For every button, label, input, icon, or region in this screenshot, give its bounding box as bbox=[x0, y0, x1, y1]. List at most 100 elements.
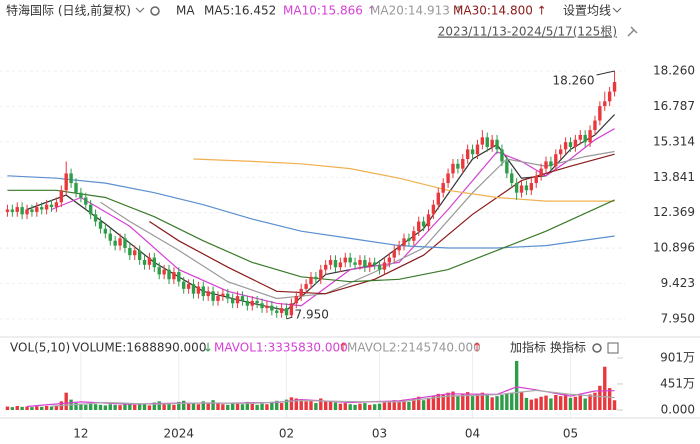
volume-bar bbox=[206, 403, 210, 410]
candle-body bbox=[270, 305, 274, 311]
candle-body bbox=[529, 183, 534, 191]
candle-body bbox=[265, 305, 269, 309]
candle-body bbox=[607, 91, 612, 102]
candle-body bbox=[456, 163, 460, 169]
candle-body bbox=[465, 149, 470, 159]
volume-bar bbox=[495, 396, 499, 410]
candle-body bbox=[426, 214, 431, 227]
volume-bar bbox=[353, 404, 357, 410]
volume-bar bbox=[392, 400, 396, 410]
candle-body bbox=[147, 257, 152, 265]
candle-body bbox=[412, 231, 416, 241]
volume-bar bbox=[549, 398, 553, 410]
pin-icon[interactable] bbox=[627, 26, 638, 37]
volume-bar bbox=[490, 397, 494, 410]
volume-bar bbox=[524, 397, 529, 410]
volume-bar bbox=[162, 404, 166, 410]
candle-body bbox=[441, 183, 445, 193]
volume-bar bbox=[30, 407, 34, 410]
candle-body bbox=[235, 296, 240, 304]
volume-bar bbox=[593, 392, 597, 410]
volume-bar bbox=[333, 402, 338, 410]
expand-icon[interactable] bbox=[607, 342, 619, 354]
dropdown-icon[interactable] bbox=[612, 7, 622, 13]
volume-value: VOLUME:1688890.000 bbox=[72, 341, 206, 355]
volume-bar bbox=[407, 401, 411, 410]
ma-settings[interactable]: 设置均线 bbox=[563, 4, 611, 18]
volume-bar bbox=[270, 402, 274, 410]
ma-label: MA10:15.866 ↑ bbox=[283, 4, 377, 18]
volume-bar bbox=[402, 399, 406, 410]
candle-body bbox=[470, 149, 475, 155]
volume-bar bbox=[294, 398, 299, 410]
volume-bar bbox=[431, 396, 436, 410]
volume-bar bbox=[40, 406, 44, 410]
volume-bar bbox=[612, 400, 617, 410]
candle-body bbox=[69, 173, 73, 184]
candle-body bbox=[304, 284, 308, 289]
candle-body bbox=[353, 262, 357, 265]
candle-body bbox=[319, 269, 323, 280]
candle-body bbox=[44, 204, 49, 210]
y-tick-label: 16.787 bbox=[653, 99, 695, 113]
volume-bar bbox=[255, 404, 259, 410]
candle-body bbox=[49, 204, 54, 208]
candle-body bbox=[64, 173, 68, 191]
volume-bar bbox=[103, 405, 108, 410]
volume-bar bbox=[186, 403, 191, 410]
candle-body bbox=[137, 250, 142, 261]
volume-arrow: ↓ bbox=[203, 341, 213, 355]
stock-title[interactable]: 特海国际 (日线,前复权) bbox=[6, 3, 131, 18]
candle-body bbox=[201, 286, 205, 297]
candle-body bbox=[108, 233, 112, 241]
ma-line bbox=[7, 175, 615, 249]
candle-body bbox=[382, 262, 387, 270]
volume-bar bbox=[598, 385, 602, 410]
settings-icon[interactable] bbox=[592, 343, 602, 353]
mavol2-arrow: ↑ bbox=[472, 341, 482, 355]
candle-body bbox=[451, 163, 455, 174]
candle-body bbox=[289, 303, 294, 316]
volume-bar bbox=[10, 407, 15, 410]
volume-bar bbox=[15, 405, 19, 410]
volume-bar bbox=[417, 396, 421, 410]
candle-body bbox=[25, 209, 29, 215]
volume-bar bbox=[118, 405, 122, 410]
ma-label: MA30:14.800 ↑ bbox=[453, 4, 547, 18]
dropdown-icon[interactable] bbox=[135, 7, 145, 13]
candle-body bbox=[421, 221, 426, 227]
volume-bar bbox=[397, 400, 401, 410]
y-tick-label: 901万 bbox=[660, 351, 695, 365]
candle-body bbox=[372, 262, 377, 265]
volume-bar bbox=[250, 403, 254, 410]
volume-bar bbox=[358, 403, 362, 410]
volume-bar bbox=[588, 394, 592, 410]
y-tick-label: 0.000 bbox=[661, 403, 695, 417]
volume-bar bbox=[221, 404, 225, 410]
mavol1-arrow: ↑ bbox=[338, 341, 348, 355]
candle-body bbox=[338, 262, 343, 268]
candle-body bbox=[103, 228, 108, 234]
ma-button[interactable]: MA bbox=[176, 4, 195, 18]
volume-bar bbox=[505, 393, 509, 410]
date-range: 2023/11/13-2024/5/17(125根) bbox=[438, 25, 617, 39]
volume-bar bbox=[470, 396, 475, 410]
volume-bar bbox=[177, 401, 181, 410]
volume-bar bbox=[35, 406, 39, 410]
candle-body bbox=[255, 300, 259, 304]
volume-bar bbox=[519, 391, 524, 410]
y-tick-label: 7.950 bbox=[661, 311, 695, 325]
annotation-label: 18.260 bbox=[553, 73, 595, 87]
volume-bar bbox=[343, 403, 347, 410]
candle-body bbox=[221, 293, 225, 297]
candle-body bbox=[563, 142, 568, 150]
change-indicator[interactable]: 换指标 bbox=[550, 340, 586, 355]
volume-bar bbox=[304, 401, 308, 410]
volume-bar bbox=[128, 403, 132, 410]
settings-icon[interactable] bbox=[150, 6, 160, 16]
candle-body bbox=[128, 247, 132, 256]
volume-bar bbox=[240, 404, 245, 410]
add-indicator[interactable]: 加指标 bbox=[510, 340, 546, 355]
volume-bar bbox=[348, 404, 352, 410]
volume-bar bbox=[74, 403, 78, 410]
